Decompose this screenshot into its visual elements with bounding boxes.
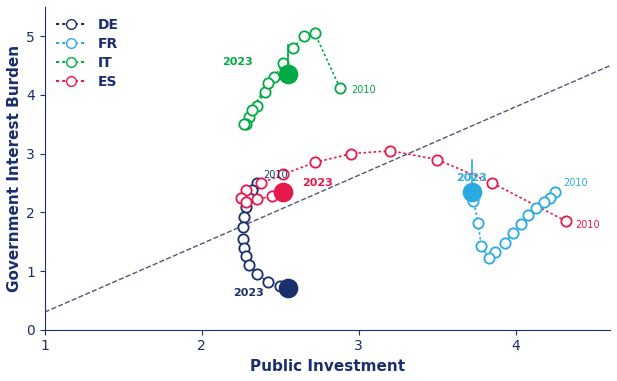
Point <box>561 218 571 224</box>
Point <box>491 249 500 255</box>
Point <box>433 157 442 163</box>
X-axis label: Public Investment: Public Investment <box>250 359 405 374</box>
Point <box>468 198 478 204</box>
Point <box>487 180 497 186</box>
Text: 2010: 2010 <box>351 85 376 95</box>
Point <box>239 121 249 127</box>
Point <box>545 195 555 201</box>
Point <box>236 195 246 201</box>
Point <box>244 195 254 201</box>
Point <box>346 150 356 157</box>
Point <box>275 283 285 289</box>
Point <box>241 253 251 259</box>
Point <box>241 187 251 193</box>
Legend: DE, FR, IT, ES: DE, FR, IT, ES <box>52 14 123 93</box>
Point <box>257 180 267 186</box>
Text: 2023: 2023 <box>456 173 487 183</box>
Point <box>244 114 254 120</box>
Point <box>531 205 541 211</box>
Point <box>252 180 262 186</box>
Point <box>239 245 249 251</box>
Point <box>238 224 247 230</box>
Point <box>539 199 549 205</box>
Text: 2023: 2023 <box>302 178 333 188</box>
Point <box>252 271 262 277</box>
Point <box>278 171 288 177</box>
Text: 2010: 2010 <box>563 178 587 188</box>
Y-axis label: Government Interest Burden: Government Interest Burden <box>7 45 22 292</box>
Point <box>523 212 533 218</box>
Point <box>252 197 262 203</box>
Point <box>310 30 320 37</box>
Point <box>241 203 251 210</box>
Point <box>263 279 273 285</box>
Text: 2010: 2010 <box>576 220 600 230</box>
Point <box>516 221 526 227</box>
Point <box>269 74 279 80</box>
Point <box>247 187 257 193</box>
Point <box>473 220 483 226</box>
Point <box>484 255 494 261</box>
Point <box>241 121 251 127</box>
Point <box>278 60 288 66</box>
Point <box>263 80 273 86</box>
Point <box>508 230 518 236</box>
Text: 2023: 2023 <box>233 288 264 298</box>
Point <box>476 243 486 250</box>
Point <box>467 189 477 195</box>
Point <box>385 148 395 154</box>
Point <box>500 240 510 246</box>
Point <box>335 85 345 91</box>
Point <box>283 71 293 77</box>
Point <box>252 102 262 109</box>
Point <box>268 193 278 199</box>
Point <box>283 285 293 291</box>
Text: 2010: 2010 <box>263 170 288 179</box>
Point <box>260 89 270 95</box>
Text: 2023: 2023 <box>222 58 253 67</box>
Point <box>310 159 320 165</box>
Point <box>241 199 251 205</box>
Point <box>550 189 560 195</box>
Point <box>238 236 247 242</box>
Point <box>247 107 257 113</box>
Point <box>239 214 249 220</box>
Point <box>244 262 254 268</box>
Point <box>288 45 298 51</box>
Point <box>278 189 288 195</box>
Point <box>299 33 308 39</box>
